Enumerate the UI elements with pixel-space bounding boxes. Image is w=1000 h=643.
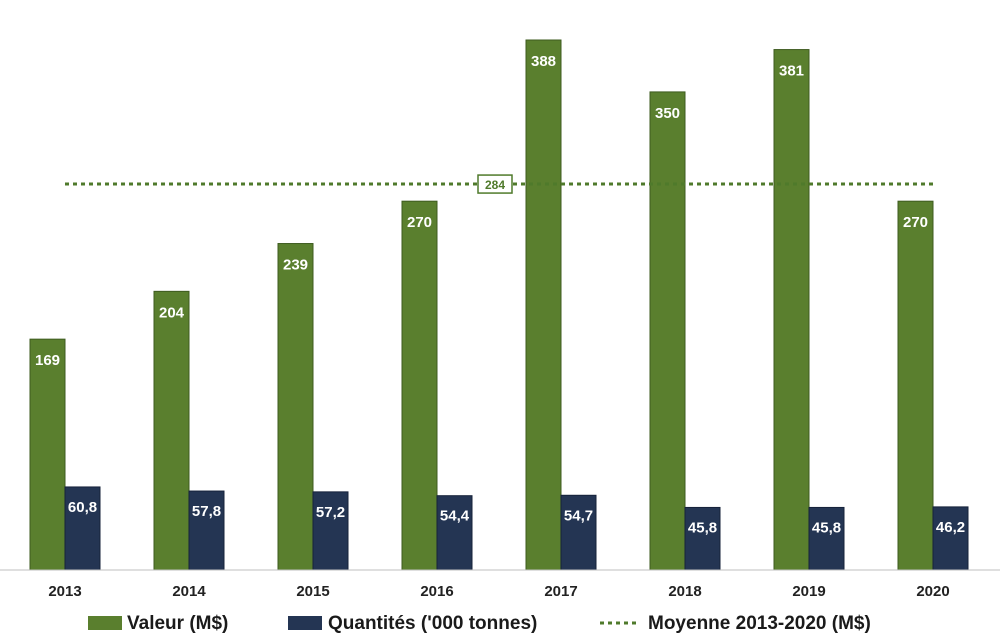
average-label: 284	[485, 178, 505, 192]
bar-valeur-label-2018: 350	[655, 105, 680, 122]
bar-quantites-label-2013: 60,8	[68, 499, 97, 516]
bar-valeur-2015	[277, 243, 314, 571]
bar-quantites-2016	[436, 495, 473, 571]
bar-valeur-2017	[525, 39, 562, 571]
bar-valeur-label-2014: 204	[159, 304, 185, 321]
x-tick-2018: 2018	[668, 583, 701, 600]
legend: Valeur (M$) Quantités ('000 tonnes) Moyenn…	[88, 613, 871, 634]
bars-layer: 169 60,8 204 57,8 239 57,2 270 54,4 388 54,7 350 45…	[29, 39, 969, 571]
x-tick-2013: 2013	[48, 583, 81, 600]
x-tick-2019: 2019	[792, 583, 825, 600]
bar-quantites-2018	[684, 506, 721, 571]
bar-valeur-2013	[29, 338, 66, 571]
legend-label-moyenne: Moyenne 2013-2020 (M$)	[648, 613, 871, 634]
bar-valeur-label-2020: 270	[903, 214, 928, 231]
bar-valeur-label-2017: 388	[531, 53, 556, 70]
bar-valeur-label-2016: 270	[407, 214, 432, 231]
bar-quantites-2020	[932, 506, 969, 571]
bar-valeur-2019	[773, 49, 810, 571]
x-tick-2016: 2016	[420, 583, 453, 600]
bar-quantites-label-2014: 57,8	[192, 503, 221, 520]
bar-valeur-2016	[401, 200, 438, 571]
legend-swatch-valeur	[88, 616, 122, 630]
bar-valeur-label-2019: 381	[779, 63, 804, 80]
bar-quantites-label-2015: 57,2	[316, 504, 345, 521]
bar-quantites-2013	[64, 486, 101, 571]
bar-quantites-2015	[312, 491, 349, 571]
bar-valeur-label-2013: 169	[35, 352, 60, 369]
x-tick-2017: 2017	[544, 583, 577, 600]
reference-line-layer: 284	[65, 174, 935, 194]
legend-label-valeur: Valeur (M$)	[127, 613, 228, 634]
x-tick-2015: 2015	[296, 583, 329, 600]
legend-label-quantites: Quantités ('000 tonnes)	[328, 613, 537, 634]
bar-quantites-2019	[808, 506, 845, 571]
bar-quantites-label-2016: 54,4	[440, 508, 470, 525]
bar-quantites-label-2017: 54,7	[564, 507, 593, 524]
bar-valeur-2018	[649, 91, 686, 571]
bar-quantites-label-2018: 45,8	[688, 519, 717, 536]
x-tick-2020: 2020	[916, 583, 949, 600]
bar-quantites-label-2020: 46,2	[936, 519, 965, 536]
average-label-box	[477, 174, 513, 194]
bar-valeur-2014	[153, 290, 190, 571]
bar-valeur-label-2015: 239	[283, 257, 308, 274]
legend-swatch-quantites	[288, 616, 322, 630]
bar-valeur-2020	[897, 200, 934, 571]
x-tick-2014: 2014	[172, 583, 206, 600]
bar-quantites-2014	[188, 490, 225, 571]
x-tick-labels: 2013 2014 2015 2016 2017 2018 2019 2020	[48, 583, 949, 600]
bar-quantites-label-2019: 45,8	[812, 519, 841, 536]
